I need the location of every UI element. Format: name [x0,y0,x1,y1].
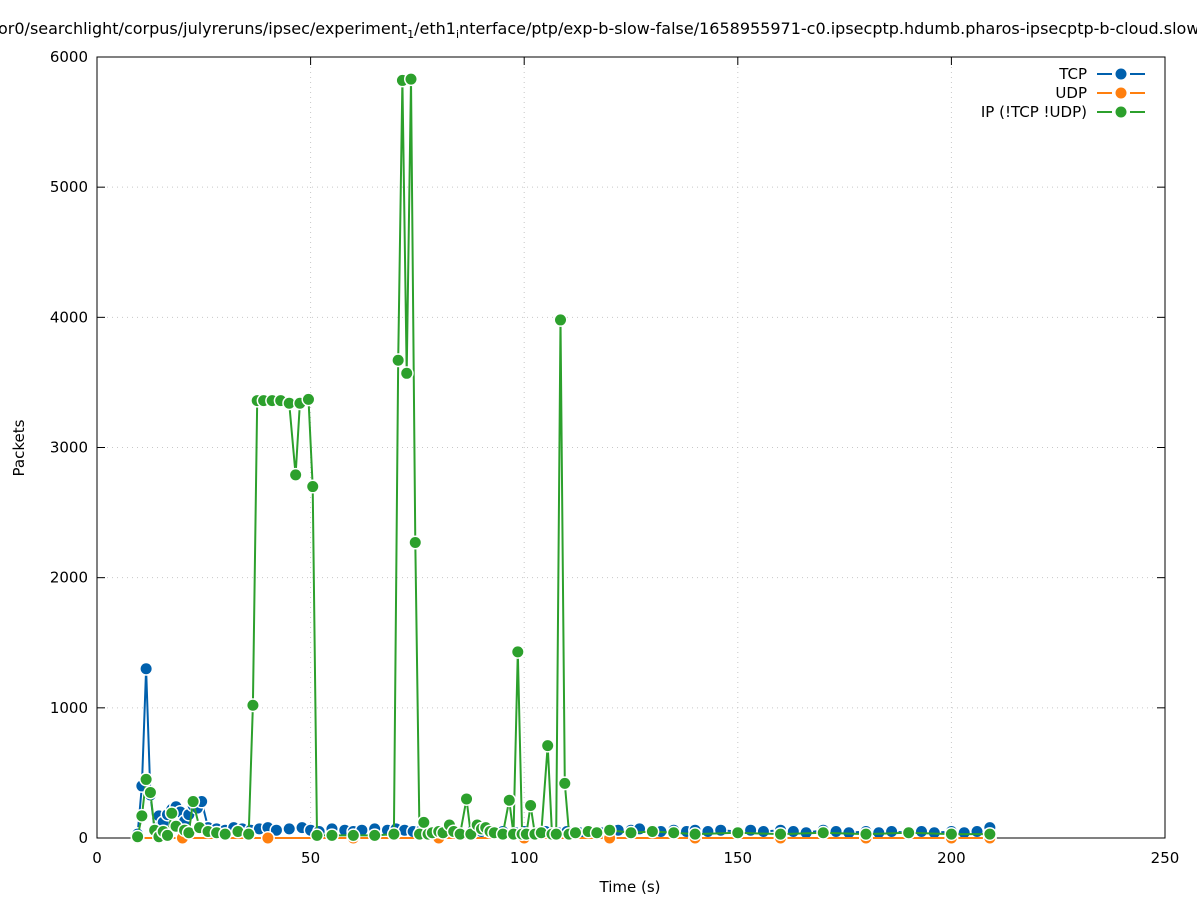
x-tick-label: 200 [937,849,966,867]
data-point [283,397,295,409]
data-point [732,827,744,839]
y-tick-label: 5000 [50,178,88,196]
data-point [136,810,148,822]
data-point [559,777,571,789]
legend-label: IP (!TCP !UDP) [981,103,1087,121]
data-point [247,699,259,711]
data-point [535,827,547,839]
data-point [817,827,829,839]
data-point [525,799,537,811]
title-part-2: /eth1 [414,19,456,38]
data-point [971,825,983,837]
y-tick-label: 6000 [50,48,88,66]
data-point [625,827,637,839]
data-point [140,773,152,785]
data-point [388,828,400,840]
chart-title-wrap: or0/searchlight/corpus/julyreruns/ipsec/… [0,18,1197,42]
data-point [461,793,473,805]
data-point [757,825,769,837]
data-point [369,829,381,841]
y-tick-label: 3000 [50,439,88,457]
legend-label: UDP [1055,84,1087,102]
data-point [140,663,152,675]
data-point [219,828,231,840]
data-point [569,827,581,839]
y-tick-label: 4000 [50,308,88,326]
data-point [270,824,282,836]
y-tick-label: 1000 [50,699,88,717]
data-point [283,823,295,835]
y-tick-label: 2000 [50,569,88,587]
axes: 0 50 100 150 200 250 0 1000 2000 3000 4000 5000 6000 [50,48,1180,867]
data-point [243,828,255,840]
data-point [512,646,524,658]
data-point [187,796,199,808]
data-point [409,537,421,549]
data-point [591,827,603,839]
data-point [262,832,274,844]
title-sub-1: 1 [407,28,415,42]
data-point [702,825,714,837]
data-point [555,314,567,326]
y-tick-label: 0 [78,829,88,847]
x-tick-label: 0 [92,849,102,867]
data-point [418,816,430,828]
y-axis-label: Packets [10,419,28,476]
data-point [787,825,799,837]
data-point [503,794,515,806]
data-point [497,828,509,840]
data-point [945,828,957,840]
data-point [775,828,787,840]
legend-marker [1115,106,1127,118]
data-point [161,829,173,841]
chart-title: or0/searchlight/corpus/julyreruns/ipsec/… [0,18,1197,42]
series-3 [130,72,997,844]
data-point [646,825,658,837]
data-point [290,469,302,481]
legend-marker [1115,68,1127,80]
legend-marker [1115,87,1127,99]
data-point [984,828,996,840]
data-point [166,807,178,819]
data-point [454,828,466,840]
data-point [886,825,898,837]
data-point [405,73,417,85]
data-point [132,831,144,843]
data-point [307,481,319,493]
series-line [136,78,990,838]
data-point [347,829,359,841]
data-point [326,829,338,841]
data-point [311,829,323,841]
data-point [550,828,562,840]
data-point [144,786,156,798]
title-part-3: nterface/ptp/exp-b-slow-false/1658955971… [459,19,1197,38]
x-tick-label: 150 [723,849,752,867]
data-point [604,824,616,836]
data-point [183,827,195,839]
x-axis-label: Time (s) [599,878,661,896]
x-tick-label: 250 [1151,849,1180,867]
data-point [830,825,842,837]
data-point [392,354,404,366]
data-point [903,827,915,839]
x-tick-label: 100 [510,849,539,867]
data-point [915,825,927,837]
title-sub-2: i [455,28,460,42]
x-tick-label: 50 [301,849,320,867]
data-point [689,828,701,840]
title-part-1: or0/searchlight/corpus/julyreruns/ipsec/… [0,19,408,38]
data-point [302,393,314,405]
data-point [465,828,477,840]
data-point [401,367,413,379]
data-point [860,828,872,840]
series-layer [130,72,997,845]
legend-label: TCP [1058,65,1087,83]
data-point [542,740,554,752]
data-point [232,825,244,837]
data-point [668,827,680,839]
data-point [958,827,970,839]
